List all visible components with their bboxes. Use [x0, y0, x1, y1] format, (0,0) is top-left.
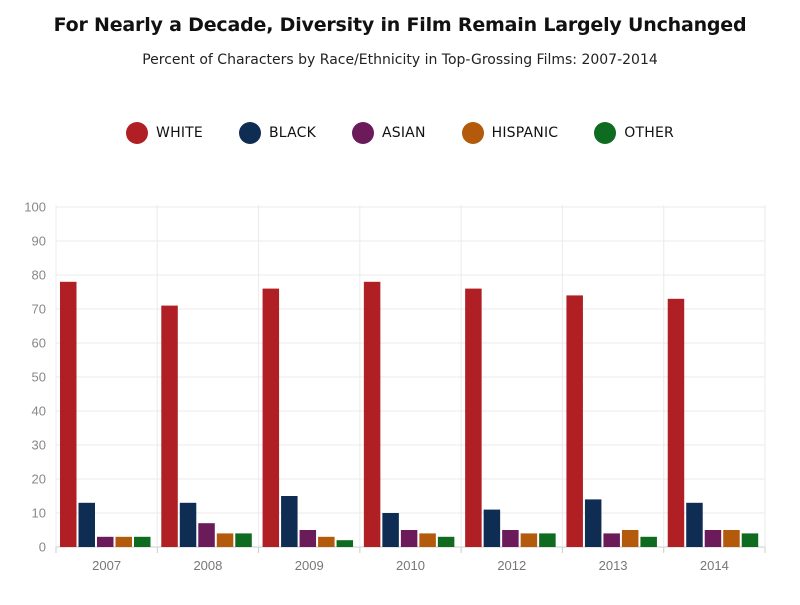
- y-tick-label: 0: [39, 540, 46, 555]
- legend-item-black[interactable]: BLACK: [238, 122, 316, 144]
- bar-asian-2012: [502, 530, 519, 547]
- bar-hispanic-2009: [318, 536, 335, 547]
- bar-white-2009: [262, 288, 280, 547]
- bar-black-2012: [483, 509, 501, 547]
- bar-chart: 0 10 20 30 40 50 60 70 80 90 100 2007 2008 2009 2010 20…: [24, 200, 766, 573]
- bar-white-2010: [363, 281, 381, 547]
- x-tick-label: 2010: [396, 558, 425, 573]
- bar-other-2009: [336, 540, 354, 547]
- bar-hispanic-2013: [621, 530, 639, 547]
- y-tick-label: 40: [32, 404, 46, 419]
- bar-black-2013: [584, 499, 602, 547]
- legend: WHITE BLACK ASIAN HISPANIC OTHER: [0, 120, 800, 146]
- y-tick-label: 20: [32, 472, 46, 487]
- y-tick-label: 50: [32, 370, 46, 385]
- y-tick-label: 10: [32, 506, 46, 521]
- legend-label-asian: ASIAN: [381, 125, 426, 141]
- x-tick-label: 2008: [193, 558, 222, 573]
- bar-asian-2008: [198, 523, 215, 547]
- bar-hispanic-2012: [520, 533, 538, 547]
- legend-label-white: WHITE: [156, 125, 203, 141]
- bar-white-2012: [465, 288, 482, 547]
- bar-other-2010: [437, 536, 455, 547]
- bar-white-2007: [60, 281, 77, 547]
- legend-swatch-other: [594, 122, 617, 144]
- y-tick-label: 30: [32, 438, 46, 453]
- x-tick-label: 2013: [599, 558, 628, 573]
- bar-black-2010: [382, 513, 399, 547]
- x-tick-label: 2014: [700, 558, 729, 573]
- legend-label-black: BLACK: [268, 125, 316, 141]
- legend-item-asian[interactable]: ASIAN: [351, 122, 426, 144]
- y-tick-label: 80: [32, 268, 46, 283]
- bar-white-2013: [566, 295, 583, 547]
- bar-other-2008: [235, 533, 252, 547]
- y-tick-label: 100: [24, 200, 46, 215]
- y-tick-label: 60: [32, 336, 46, 351]
- bar-asian-2013: [603, 533, 620, 547]
- bar-hispanic-2007: [115, 536, 132, 547]
- legend-swatch-black: [238, 122, 261, 144]
- legend-item-white[interactable]: WHITE: [126, 122, 203, 144]
- legend-swatch-white: [126, 122, 149, 144]
- chart-title: For Nearly a Decade, Diversity in Film R…: [53, 14, 747, 36]
- bar-other-2014: [741, 533, 759, 547]
- bar-asian-2009: [299, 530, 317, 547]
- y-tick-label: 70: [32, 302, 46, 317]
- bar-hispanic-2014: [723, 530, 740, 547]
- bar-other-2007: [134, 536, 151, 547]
- bar-black-2009: [281, 496, 298, 547]
- legend-swatch-hispanic: [461, 122, 484, 144]
- bar-black-2007: [78, 502, 95, 547]
- bar-white-2014: [667, 298, 685, 547]
- bar-asian-2007: [97, 536, 114, 547]
- chart-subtitle: Percent of Characters by Race/Ethnicity …: [142, 52, 658, 68]
- bar-other-2012: [539, 533, 556, 547]
- x-tick-label: 2012: [497, 558, 526, 573]
- bar-asian-2014: [704, 530, 722, 547]
- bar-black-2008: [179, 502, 197, 547]
- legend-swatch-asian: [351, 122, 374, 144]
- bar-black-2014: [686, 502, 703, 547]
- x-tick-label: 2009: [295, 558, 324, 573]
- y-tick-label: 90: [32, 234, 46, 249]
- bar-hispanic-2008: [216, 533, 234, 547]
- bar-white-2008: [161, 305, 178, 547]
- legend-label-other: OTHER: [624, 125, 674, 141]
- legend-item-other[interactable]: OTHER: [594, 122, 674, 144]
- legend-item-hispanic[interactable]: HISPANIC: [461, 122, 559, 144]
- bar-asian-2010: [400, 530, 418, 547]
- bar-other-2013: [640, 536, 657, 547]
- bar-hispanic-2010: [419, 533, 436, 547]
- x-tick-label: 2007: [92, 558, 121, 573]
- legend-label-hispanic: HISPANIC: [491, 125, 559, 141]
